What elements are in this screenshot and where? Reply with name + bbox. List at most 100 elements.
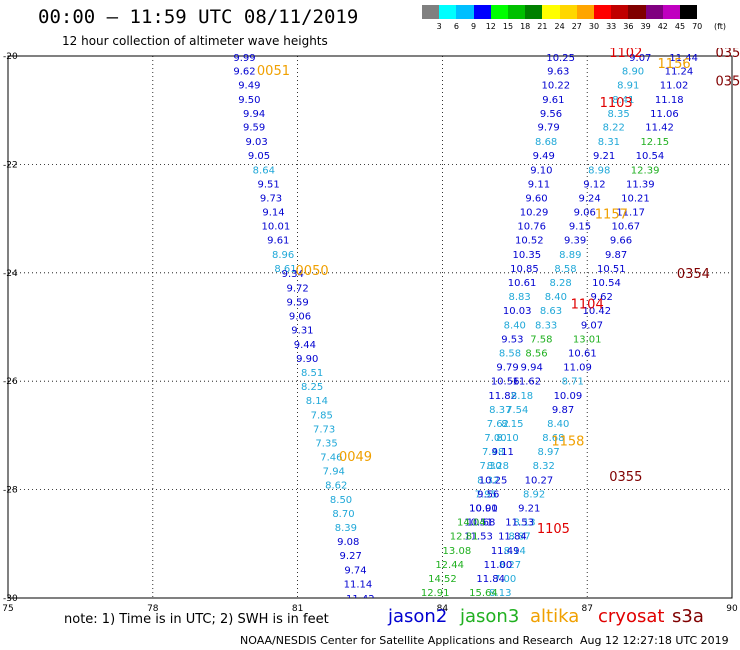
color-scale-swatch xyxy=(662,5,680,19)
swh-value-label: 8.13 xyxy=(513,518,535,529)
color-scale-label: 3 xyxy=(436,22,442,31)
x-tick-label: 87 xyxy=(581,604,592,614)
swh-value-label: 9.08 xyxy=(337,537,359,548)
swh-value-label: 8.13 xyxy=(489,588,511,599)
swh-value-label: 8.41 xyxy=(612,95,634,106)
swh-value-label: 11.42 xyxy=(645,122,674,133)
chart-title: 00:00 – 11:59 UTC 08/11/2019 xyxy=(38,6,359,28)
swh-value-label: 8.61 xyxy=(274,264,296,275)
swh-value-label: 9.24 xyxy=(578,193,600,204)
swh-value-label: 7.73 xyxy=(313,424,335,435)
swh-value-label: 7.85 xyxy=(311,410,333,421)
swh-value-label: 9.87 xyxy=(552,405,574,416)
swh-value-label: 9.53 xyxy=(501,334,523,345)
swh-value-label: 7.62 xyxy=(487,419,509,430)
color-scale-swatch xyxy=(439,5,457,19)
color-scale-label: 30 xyxy=(588,22,600,31)
color-scale-swatch xyxy=(456,5,474,19)
swh-value-label: 8.89 xyxy=(559,250,581,261)
pass-time-label: 0354 xyxy=(677,267,710,282)
swh-value-label: 9.49 xyxy=(238,81,260,92)
legend-jason2: jason2 xyxy=(388,606,448,627)
swh-value-label: 14.52 xyxy=(428,574,457,585)
x-tick-label: 75 xyxy=(2,604,13,614)
swh-value-label: 8.58 xyxy=(554,264,576,275)
data-layer: 9.99 9.62 9.49 9.50 9.94 9.59 9.03 9.05 8.64 9.51… xyxy=(233,48,740,619)
swh-value-label: 8.35 xyxy=(607,109,629,120)
swh-value-label: 11.84 xyxy=(476,574,505,585)
swh-value-label: 9.06 xyxy=(289,312,311,323)
swh-value-label: 11.82 xyxy=(488,391,517,402)
footer-note: note: 1) Time is in UTC; 2) SWH is in fe… xyxy=(64,612,329,627)
pass-time-label: 0051 xyxy=(257,64,290,79)
swh-value-label: 8.58 xyxy=(499,348,521,359)
color-scale-label: 45 xyxy=(674,22,686,31)
swh-value-label: 15.64 xyxy=(469,588,498,599)
swh-value-label: 9.66 xyxy=(610,236,632,247)
plot-frame xyxy=(7,55,733,599)
swh-value-label: 9.62 xyxy=(591,292,613,303)
swh-value-label: 8.92 xyxy=(523,489,545,500)
swh-value-label: 7.58 xyxy=(530,334,552,345)
color-scale-label: 18 xyxy=(520,22,531,31)
swh-value-label: 8.91 xyxy=(617,81,639,92)
swh-value-label: 7.94 xyxy=(323,467,345,478)
swh-value-label: 10.29 xyxy=(520,208,549,219)
footer-credit: NOAA/NESDIS Center for Satellite Applica… xyxy=(240,634,574,647)
swh-value-label: 8.90 xyxy=(622,67,644,78)
swh-value-label: 10.25 xyxy=(479,475,508,486)
swh-value-label: 9.21 xyxy=(518,503,540,514)
pass-time-label: 1156 xyxy=(658,57,691,72)
color-scale-swatch xyxy=(490,5,508,19)
swh-value-label: 9.11 xyxy=(492,447,514,458)
swh-value-label: 7.95 xyxy=(475,489,497,500)
color-scale-label: 42 xyxy=(657,22,668,31)
swh-value-label: 9.34 xyxy=(282,269,304,280)
swh-value-label: 10.21 xyxy=(621,193,650,204)
swh-value-label: 10.27 xyxy=(525,475,554,486)
swh-value-label: 8.64 xyxy=(253,165,275,176)
swh-value-label: 11.46 xyxy=(351,608,380,619)
swh-value-label: 8.25 xyxy=(301,382,323,393)
swh-value-label: 9.07 xyxy=(629,53,651,64)
swh-value-label: 10.35 xyxy=(513,250,542,261)
swh-value-label: 8.40 xyxy=(504,320,526,331)
swh-value-label: 10.22 xyxy=(542,81,571,92)
swh-value-label: 10.68 xyxy=(467,518,496,529)
swh-value-label: 10.01 xyxy=(262,222,291,233)
pass-time-label: 0355 xyxy=(609,470,642,485)
swh-value-label: 11.14 xyxy=(344,579,373,590)
swh-value-label: 9.56 xyxy=(477,489,499,500)
swh-value-label: 10.54 xyxy=(592,278,621,289)
swh-value-label: 9.94 xyxy=(243,109,265,120)
color-scale-unit: (ft) xyxy=(714,22,727,31)
swh-value-label: 8.15 xyxy=(501,419,523,430)
color-scale-swatch xyxy=(542,5,560,19)
legend-jason3: jason3 xyxy=(460,606,520,627)
swh-value-label: 7.00 xyxy=(494,574,516,585)
swh-value-label: 9.06 xyxy=(574,208,596,219)
swh-value-label: 10.03 xyxy=(503,306,532,317)
swh-value-label: 9.05 xyxy=(248,151,270,162)
swh-value-label: 8.27 xyxy=(499,560,521,571)
swh-value-label: 9.07 xyxy=(581,320,603,331)
swh-value-label: 10.00 xyxy=(469,503,498,514)
swh-value-label: 8.71 xyxy=(562,377,584,388)
color-scale-swatch xyxy=(594,5,612,19)
swh-value-label: 9.90 xyxy=(296,354,318,365)
swh-value-label: 11.53 xyxy=(505,518,534,529)
color-scale-label: 9 xyxy=(471,22,477,31)
color-scale-swatch xyxy=(645,5,663,19)
swh-value-label: 11.42 xyxy=(346,594,375,605)
color-scale-swatch xyxy=(525,5,543,19)
pass-time-label: 0049 xyxy=(339,450,372,465)
x-tick-label: 84 xyxy=(437,604,449,614)
color-scale-label: 33 xyxy=(606,22,617,31)
swh-value-label: 9.79 xyxy=(537,122,559,133)
swh-value-label: 9.59 xyxy=(243,122,265,133)
swh-value-label: 11.18 xyxy=(655,95,684,106)
swh-value-label: 9.21 xyxy=(593,151,615,162)
swh-value-label: 9.61 xyxy=(267,236,289,247)
swh-value-label: 8.22 xyxy=(603,122,625,133)
